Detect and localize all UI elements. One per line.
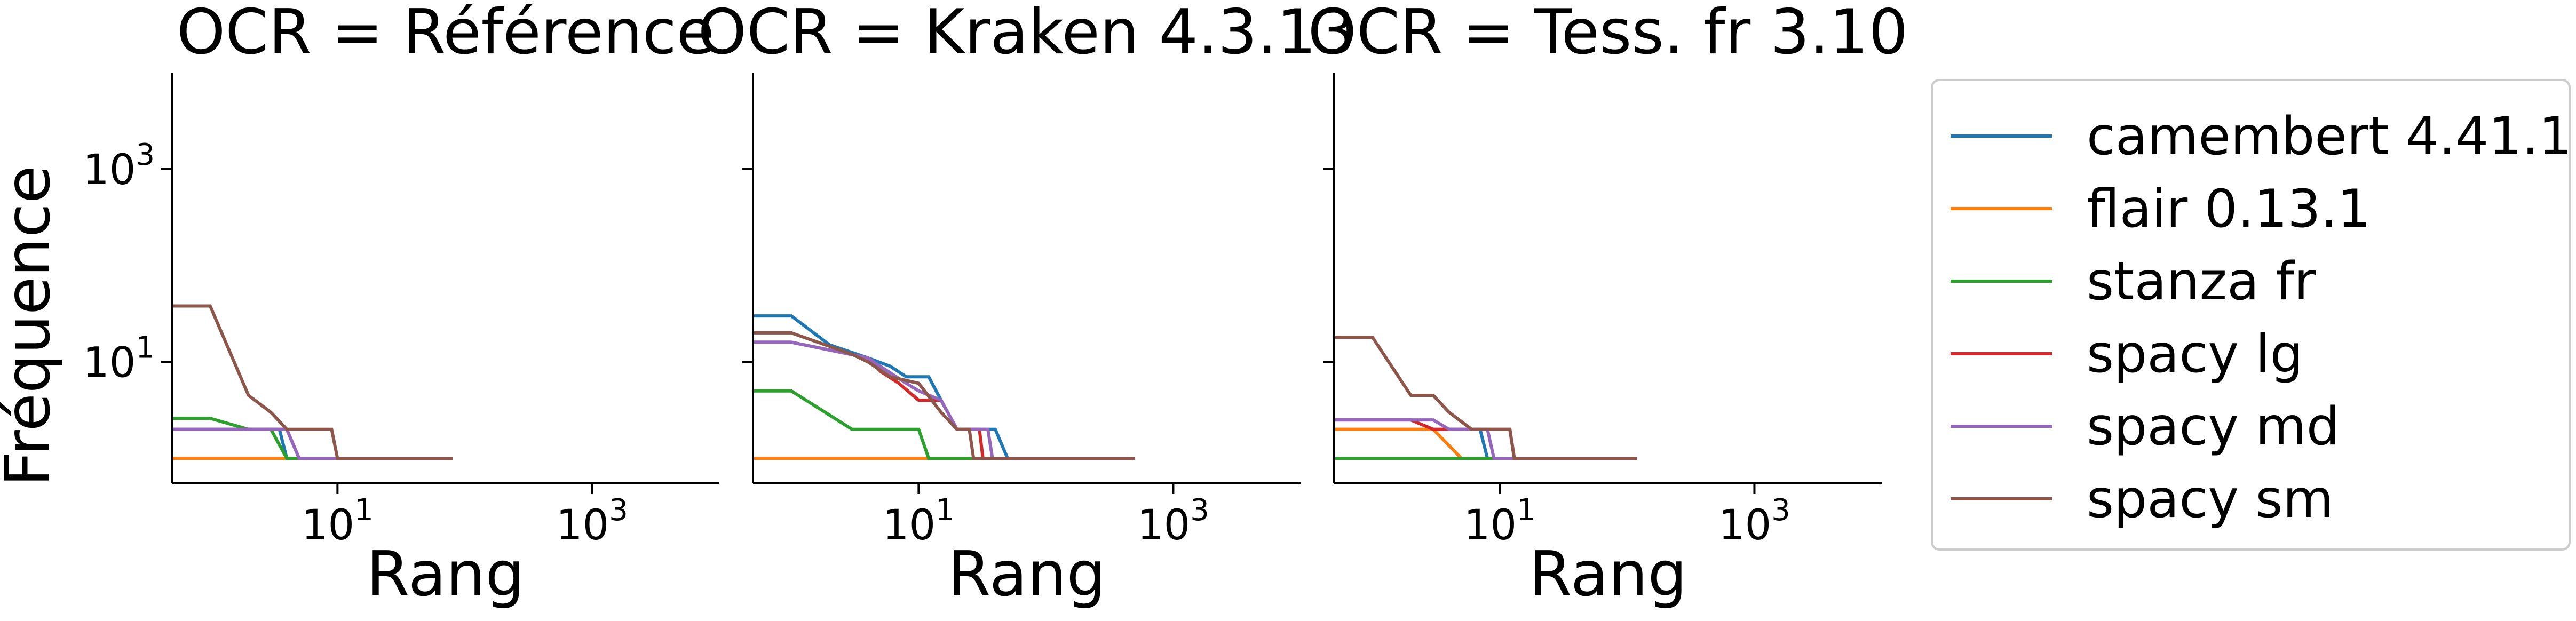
x-axis-label: Rang [1529,538,1687,610]
y-tick-label: 103 [83,138,155,194]
panel-title: OCR = Tess. fr 3.10 [1308,0,1908,68]
series-line-spacy-md [753,340,1135,460]
series-line-stanza-fr [753,389,1135,460]
chart-panel-1: OCR = Référence 101 103 101 103 Rang Fréquence [0,0,719,610]
series-line-spacy-lg [172,427,453,460]
chart-panel-3: OCR = Tess. fr 3.10 101 103 Rang [1308,0,1908,610]
x-tick-label: 101 [883,493,955,550]
series-group [172,304,453,460]
series-line-camembert-4-41-1 [172,427,453,460]
legend-frame [1931,79,2571,551]
chart-legend: camembert 4.41.1 flair 0.13.1 stanza fr spa… [1931,79,2572,551]
series-group [753,314,1135,460]
x-tick-label: 103 [556,493,628,550]
series-group [1334,336,1637,460]
series-line-stanza-fr [172,417,453,460]
legend-label: camembert 4.41.1 [2087,106,2572,167]
y-tick-label: 101 [83,330,155,387]
x-tick-label: 101 [1464,493,1536,550]
series-line-spacy-lg [753,340,1135,460]
y-axis-label: Fréquence [0,165,64,487]
panel-title: OCR = Référence [177,0,715,68]
series-line-spacy-md [172,427,453,460]
series-line-camembert-4-41-1 [753,314,1135,460]
legend-label: spacy md [2087,396,2340,457]
series-line-spacy-sm [172,304,453,460]
panel-title: OCR = Kraken 4.3.13 [698,0,1356,68]
x-tick-label: 103 [1137,493,1209,550]
chart-panels: OCR = Référence 101 103 101 103 Rang Fréquence… [0,0,1908,610]
legend-label: stanza fr [2087,251,2316,312]
x-axis-label: Rang [367,538,525,610]
legend-label: flair 0.13.1 [2087,179,2371,240]
chart-panel-2: OCR = Kraken 4.3.13 101 103 Rang [698,0,1356,610]
x-axis-label: Rang [948,538,1106,610]
series-line-camembert-4-41-1 [1334,427,1637,460]
series-line-spacy-sm [1334,336,1637,460]
legend-label: spacy sm [2087,469,2334,530]
series-line-spacy-sm [753,331,1135,460]
x-tick-label: 103 [1718,493,1790,550]
x-tick-label: 101 [302,493,374,550]
legend-label: spacy lg [2087,324,2303,385]
